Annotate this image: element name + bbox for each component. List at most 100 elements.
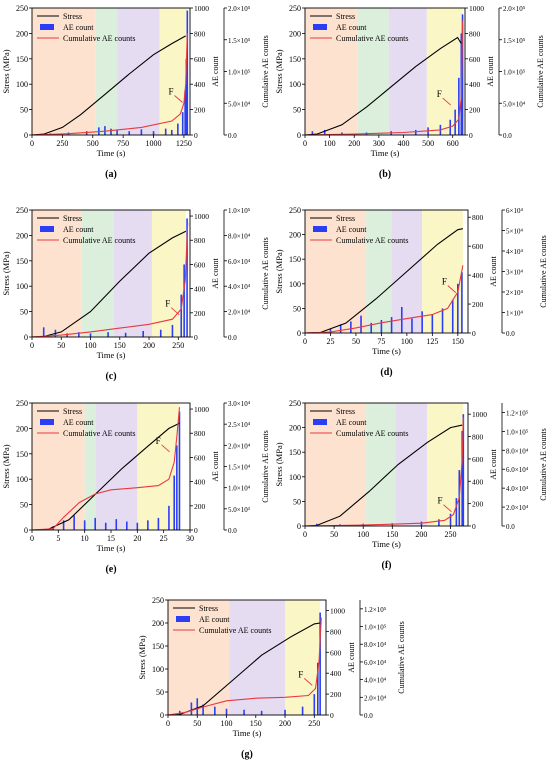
annotation-label: F [156,436,161,446]
cumulative-tick-label: 0.0 [228,334,237,342]
cumulative-tick-label: 5.0×10⁴ [503,100,526,108]
x-tick-label: 50 [57,341,65,350]
panel-caption: (c) [105,371,116,382]
x-axis-label: Time (s) [233,728,262,738]
ae-tick-label: 600 [472,455,484,464]
x-tick-label: 0 [30,534,34,543]
ae-tick-label: 600 [194,55,206,64]
stage-band [81,210,114,337]
cumulative-axis-label: Cumulative AE counts [397,621,406,693]
y-axis-label: Stress (MPa) [137,635,147,679]
x-tick-label: 25 [326,337,334,346]
ae-tick-label: 1000 [194,212,209,221]
cumulative-tick-label: 1.0×10⁵ [364,624,387,632]
annotation-arrow [161,444,170,453]
x-tick-label: 300 [373,139,385,148]
x-tick-label: 5 [56,534,60,543]
stage-band [151,210,186,337]
x-tick-label: 200 [415,530,427,539]
plot-frame [31,7,191,136]
ae-tick-label: 0 [194,526,198,535]
cumulative-tick-label: 0.0 [364,712,373,720]
cumulative-axis-label: Cumulative AE counts [539,428,548,500]
cumulative-tick-label: 1.0×10⁴ [228,485,251,493]
ae-tick-label: 600 [330,648,342,657]
legend-stress-label: Stress [63,407,82,416]
ae-tick-label: 1000 [194,405,209,414]
x-tick-label: 15 [107,534,115,543]
ae-axis-label: AE count [489,449,498,480]
ae-tick-label: 200 [194,106,206,115]
panel-caption: (a) [105,169,117,180]
y-tick-label: 0 [24,333,28,342]
cumulative-tick-label: 6×10⁴ [506,207,523,215]
chart-panel-2: F 0 100 200 300 400 500 600 Time (s) 0 50 100 150 200… [274,4,545,180]
stage-band [95,8,118,135]
plot-frame [304,402,469,527]
x-tick-label: 100 [324,139,336,148]
x-tick-label: 250 [445,530,457,539]
ae-tick-label: 400 [330,669,342,678]
y-tick-label: 100 [152,665,164,674]
y-tick-label: 50 [293,304,301,313]
cumulative-axis-label: Cumulative AE counts [536,35,545,107]
cumulative-tick-label: 3.0×10⁴ [228,400,251,408]
ae-tick-label: 400 [194,80,206,89]
stage-band [84,403,96,530]
x-tick-label: 50 [330,530,338,539]
cumulative-tick-label: 0.0 [228,527,237,535]
ae-tick-label: 200 [472,500,484,509]
panel-caption: (f) [382,560,392,571]
ae-tick-label: 400 [194,478,206,487]
legend-ae-swatch [313,226,327,232]
ae-tick-label: 0 [469,131,473,140]
y-axis-label: Stress (MPa) [1,49,11,93]
annotation-arrow [442,97,451,106]
cumulative-tick-label: 5.0×10³ [228,506,250,514]
y-tick-label: 200 [152,619,164,628]
cumulative-tick-label: 5.0×10⁴ [228,100,251,108]
cumulative-tick-label: 2×10⁴ [506,289,523,297]
ae-tick-label: 1000 [469,4,484,13]
x-tick-label: 100 [85,341,97,350]
x-tick-label: 50 [352,337,360,346]
x-tick-label: 50 [193,719,201,728]
legend-stress-label: Stress [336,214,355,223]
x-axis-label: Time (s) [372,346,401,356]
y-tick-label: 150 [289,255,301,264]
y-axis-label: Stress (MPa) [274,49,284,93]
legend-stress-label: Stress [63,12,82,21]
y-tick-label: 100 [16,80,28,89]
stage-band [427,403,464,526]
x-tick-label: 200 [279,719,291,728]
legend-ae-swatch [176,616,190,622]
ae-axis-label: AE count [211,451,220,482]
y-tick-label: 250 [16,206,28,215]
ae-tick-label: 0 [194,131,198,140]
x-tick-label: 20 [133,534,141,543]
cumulative-tick-label: 4.0×10⁴ [364,677,387,685]
cumulative-tick-label: 0.0 [506,523,515,531]
y-tick-label: 150 [16,450,28,459]
y-tick-label: 250 [152,596,164,605]
annotation-arrow [447,285,457,293]
legend-cumulative-label: Cumulative AE counts [63,429,135,438]
y-tick-label: 250 [289,4,301,13]
x-tick-label: 10 [81,534,89,543]
y-axis-label: Stress (MPa) [274,249,284,293]
y-axis-label: Stress (MPa) [1,444,11,488]
stage-band [366,403,396,526]
plot-frame [31,209,191,338]
legend-cumulative-label: Cumulative AE counts [336,429,408,438]
annotation-label: F [442,277,447,287]
y-tick-label: 200 [16,424,28,433]
x-tick-label: 250 [172,341,184,350]
annotation-arrow [303,678,313,686]
y-tick-label: 200 [16,231,28,240]
ae-axis-label: AE count [486,56,495,87]
y-tick-label: 150 [16,55,28,64]
legend-stress-label: Stress [199,604,218,613]
x-tick-label: 1000 [146,139,162,148]
legend-ae-label: AE count [63,225,94,234]
legend-ae-swatch [313,24,327,30]
